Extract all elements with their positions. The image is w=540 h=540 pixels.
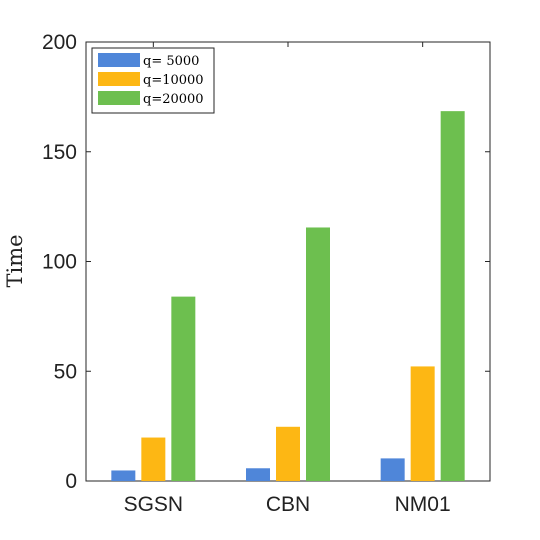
legend-label: q=20000	[143, 92, 204, 107]
y-tick-label: 50	[54, 360, 77, 383]
bar-sgsn-series-3	[171, 296, 196, 481]
bar-nm01-series-3	[440, 111, 465, 481]
legend: q= 5000 q=10000 q=20000	[91, 47, 215, 114]
legend-swatch	[98, 53, 140, 67]
bar-nm01-series-2	[410, 366, 435, 481]
bar-sgsn-series-1	[111, 470, 136, 481]
bar-cbn-series-3	[306, 227, 330, 481]
bar-cbn-series-2	[276, 426, 300, 481]
legend-swatch	[98, 72, 140, 86]
y-tick-label: 0	[65, 470, 77, 493]
x-tick-label: CBN	[266, 493, 310, 516]
legend-swatch	[98, 91, 140, 105]
x-tick-label: NM01	[395, 493, 451, 516]
y-axis-label: Time	[3, 234, 27, 287]
legend-label: q=10000	[143, 73, 204, 88]
y-tick-label: 200	[42, 31, 77, 54]
bar-cbn-series-1	[246, 468, 270, 481]
bars	[111, 111, 465, 481]
y-tick-labels: 0 50 100 150 200	[42, 31, 77, 493]
bar-nm01-series-1	[380, 458, 405, 481]
x-tick-labels: SGSN CBN NM01	[124, 493, 451, 516]
x-tick-label: SGSN	[124, 493, 184, 516]
y-tick-label: 100	[42, 251, 77, 274]
legend-label: q= 5000	[143, 54, 199, 69]
y-tick-label: 150	[42, 141, 77, 164]
bar-sgsn-series-2	[141, 437, 166, 481]
